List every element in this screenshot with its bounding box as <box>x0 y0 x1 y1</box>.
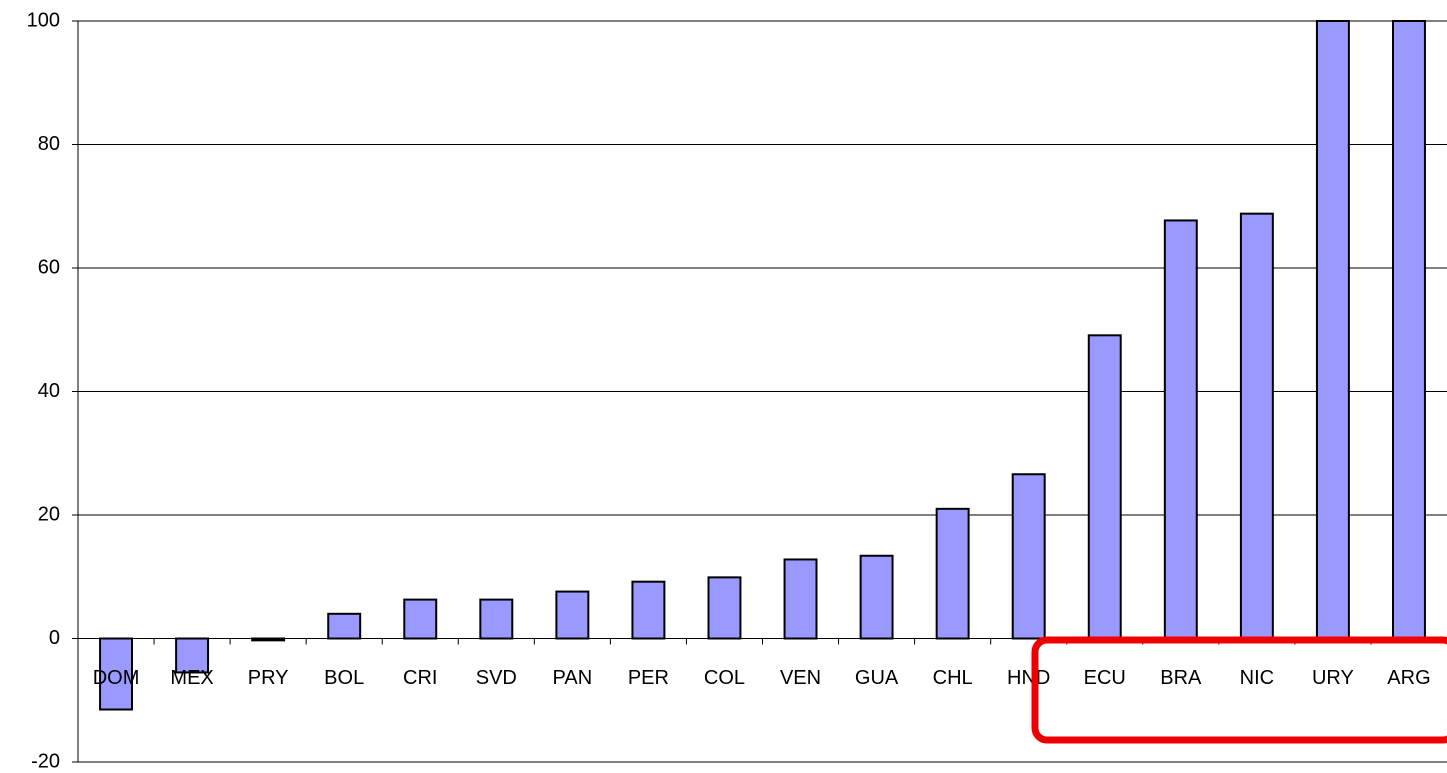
y-tick-label: 0 <box>49 627 60 649</box>
y-tick-label: -20 <box>31 750 60 772</box>
x-tick-label: CRI <box>403 667 437 689</box>
x-tick-label: BRA <box>1160 667 1202 689</box>
x-tick-label: ECU <box>1084 667 1126 689</box>
bar <box>1315 20 1350 640</box>
y-tick-label: 60 <box>38 256 60 278</box>
highlight-box <box>1031 636 1447 744</box>
x-tick-label: HND <box>1007 667 1050 689</box>
bar <box>327 612 362 640</box>
bar <box>783 558 818 640</box>
x-tick-label: BOL <box>324 667 364 689</box>
bar <box>859 554 894 640</box>
x-tick-label: GUA <box>855 667 899 689</box>
bar <box>631 580 666 640</box>
bar <box>935 507 970 640</box>
x-tick-label: SVD <box>476 667 517 689</box>
x-tick-label: ARG <box>1387 667 1430 689</box>
y-tick-label: 80 <box>38 133 60 155</box>
bar <box>403 598 438 640</box>
bar <box>99 637 133 711</box>
x-tick-label: VEN <box>780 667 821 689</box>
bar <box>555 590 590 640</box>
x-tick-label: COL <box>704 667 745 689</box>
bar <box>1011 473 1046 640</box>
x-tick-label: PAN <box>553 667 593 689</box>
bar <box>1163 219 1198 640</box>
x-tick-label: MEX <box>170 667 213 689</box>
x-tick-label: PER <box>628 667 669 689</box>
x-tick-label: URY <box>1312 667 1354 689</box>
x-tick-label: CHL <box>933 667 973 689</box>
bar <box>1087 334 1122 640</box>
x-tick-label: DOM <box>93 667 140 689</box>
bar <box>479 598 514 640</box>
x-tick-label: PRY <box>248 667 289 689</box>
x-tick-label: NIC <box>1240 667 1274 689</box>
bar <box>707 576 742 640</box>
y-tick-label: 40 <box>38 380 60 402</box>
y-tick-label: 100 <box>27 9 60 31</box>
bar <box>1392 20 1426 640</box>
y-tick-label: 20 <box>38 503 60 525</box>
bar <box>1239 212 1274 640</box>
